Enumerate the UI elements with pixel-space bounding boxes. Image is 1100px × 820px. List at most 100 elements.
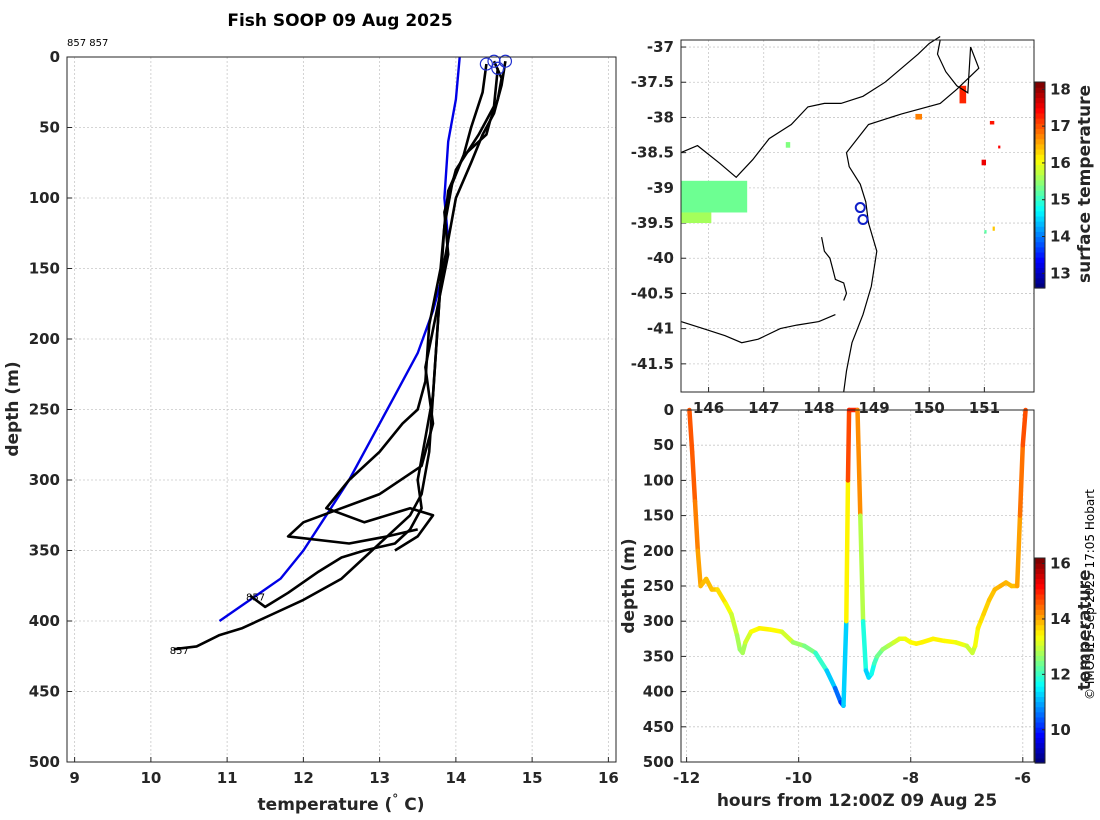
profile-y-axis-label: depth (m): [3, 361, 23, 456]
map-coastlines: [680, 35, 980, 393]
track-segment: [729, 611, 740, 638]
map-colorbar-tick-label: 16: [1050, 154, 1071, 172]
track-x-tick-label: -6: [1014, 769, 1031, 787]
track-segment: [779, 629, 796, 645]
map-y-tick-label: -37: [647, 38, 674, 56]
map-colorbar-segment: [1035, 159, 1045, 165]
track-segment: [715, 587, 729, 606]
track-colorbar-segment: [1035, 563, 1045, 569]
map-colorbar-segment: [1035, 102, 1045, 109]
track-x-tick-label: -12: [673, 769, 700, 787]
track-colorbar-segment: [1035, 604, 1045, 610]
map-colorbar: 13 14 15 16 17 18: [1034, 80, 1071, 289]
track-colorbar-segment: [1035, 609, 1045, 615]
profile-x-tick-label: 11: [217, 769, 238, 787]
track-segment: [858, 513, 866, 624]
track-colorbar-segment: [1035, 573, 1045, 580]
track-colorbar-tick-label: 16: [1050, 555, 1071, 573]
map-colorbar-segment: [1035, 236, 1045, 243]
profile-x-tick-label: 9: [69, 769, 79, 787]
track-colorbar-segment: [1035, 681, 1045, 687]
map-x-tick-label: 147: [748, 399, 779, 417]
track-segment: [841, 618, 849, 708]
track-y-tick-label: 250: [643, 577, 674, 595]
track-colorbar-segment: [1035, 629, 1045, 636]
track-colorbar-segment: [1035, 640, 1045, 646]
track-segment: [734, 633, 743, 652]
track-colorbar-segment: [1035, 727, 1045, 733]
map-colorbar-segment: [1035, 92, 1045, 99]
map-x-tick-label: 146: [693, 399, 724, 417]
map-y-tick-label: -37.5: [631, 73, 674, 91]
track-segment: [1014, 513, 1023, 589]
map-islands-line: [821, 236, 848, 301]
track-colorbar-segment: [1035, 593, 1045, 600]
track-colorbar-segment: [1035, 732, 1045, 738]
track-y-tick-label: 500: [643, 753, 674, 771]
map-colorbar-segment: [1035, 241, 1045, 248]
track-colorbar-segment: [1035, 737, 1045, 744]
track-segment: [845, 407, 852, 483]
profile-series-cast-2: [173, 60, 507, 651]
track-y-tick-label: 400: [643, 683, 674, 701]
map-x-tick-label: 150: [914, 399, 945, 417]
track-x-axis-label: hours from 12:00Z 09 Aug 25: [717, 791, 997, 811]
track-colorbar-segment: [1035, 578, 1045, 585]
track-tick-labels: -12 -10 -8 -6 0 50 100 150 200 250 300 350 400 450 500: [643, 401, 1031, 787]
track-segment: [860, 618, 869, 673]
track-colorbar-label: temperature: [1075, 569, 1095, 690]
track-y-tick-label: 300: [643, 612, 674, 630]
profile-axes-frame: [66, 56, 617, 763]
profile-y-tick-label: 250: [29, 401, 60, 419]
track-segment: [832, 685, 843, 705]
track-colorbar-segment: [1035, 558, 1045, 564]
profile-y-tick-label: 350: [29, 542, 60, 560]
track-colorbar-segment: [1035, 650, 1045, 656]
track-y-tick-label: 100: [643, 471, 674, 489]
track-y-tick-label: 50: [653, 436, 674, 454]
profile-y-tick-label: 300: [29, 471, 60, 489]
track-y-tick-label: 200: [643, 542, 674, 560]
profile-y-tick-label: 100: [29, 189, 60, 207]
track-y-axis-label: depth (m): [619, 538, 639, 633]
track-y-tick-label: 350: [643, 647, 674, 665]
credit-text: © IMOS 15-Sep-2025 17:05 Hobart: [1083, 489, 1097, 700]
map-colorbar-segment: [1035, 148, 1045, 155]
track-colorbar-segment: [1035, 624, 1045, 631]
map-colorbar-tick-label: 15: [1050, 191, 1071, 209]
track-colorbar-segment: [1035, 706, 1045, 713]
profile-x-tick-label: 10: [140, 769, 161, 787]
profile-x-tick-label: 14: [445, 769, 466, 787]
map-colorbar-segment: [1035, 82, 1045, 88]
track-colorbar-segment: [1035, 645, 1045, 651]
map-colorbar-segment: [1035, 272, 1045, 279]
map-sst-patch: [984, 230, 987, 234]
track-segment: [981, 597, 992, 617]
map-colorbar-segment: [1035, 205, 1045, 212]
track-colorbar-segment: [1035, 747, 1045, 754]
track-colorbar-segment: [1035, 722, 1045, 728]
track-colorbar-segment: [1035, 696, 1045, 703]
map-colorbar-segment: [1035, 257, 1045, 263]
map-y-tick-label: -41.5: [631, 355, 674, 373]
map-colorbar-segment: [1035, 138, 1045, 145]
map-colorbar-segment: [1035, 231, 1045, 238]
track-colorbar-segment: [1035, 599, 1045, 605]
track-y-tick-label: 0: [664, 401, 674, 419]
profile-end-label: 857: [170, 646, 189, 657]
map-cast-markers: [854, 202, 869, 226]
track-colorbar-segment: [1035, 660, 1045, 667]
track-segment: [687, 407, 695, 455]
map-y-tick-label: -38: [647, 108, 674, 126]
figure-title: Fish SOOP 09 Aug 2025: [227, 11, 452, 31]
track-colorbar-frame: [1034, 557, 1046, 764]
track-y-tick-label: 450: [643, 718, 674, 736]
track-colorbar-segment: [1035, 675, 1045, 682]
profile-y-tick-label: 200: [29, 330, 60, 348]
map-colorbar-segment: [1035, 97, 1045, 104]
map-sst-patch: [785, 142, 791, 148]
track-segment: [695, 548, 703, 589]
track-colorbar-segment: [1035, 752, 1045, 759]
profile-tick-labels: 9 10 11 12 13 14 15 16 0 50 100 150 200 250 300 350 400 4…: [29, 48, 619, 787]
